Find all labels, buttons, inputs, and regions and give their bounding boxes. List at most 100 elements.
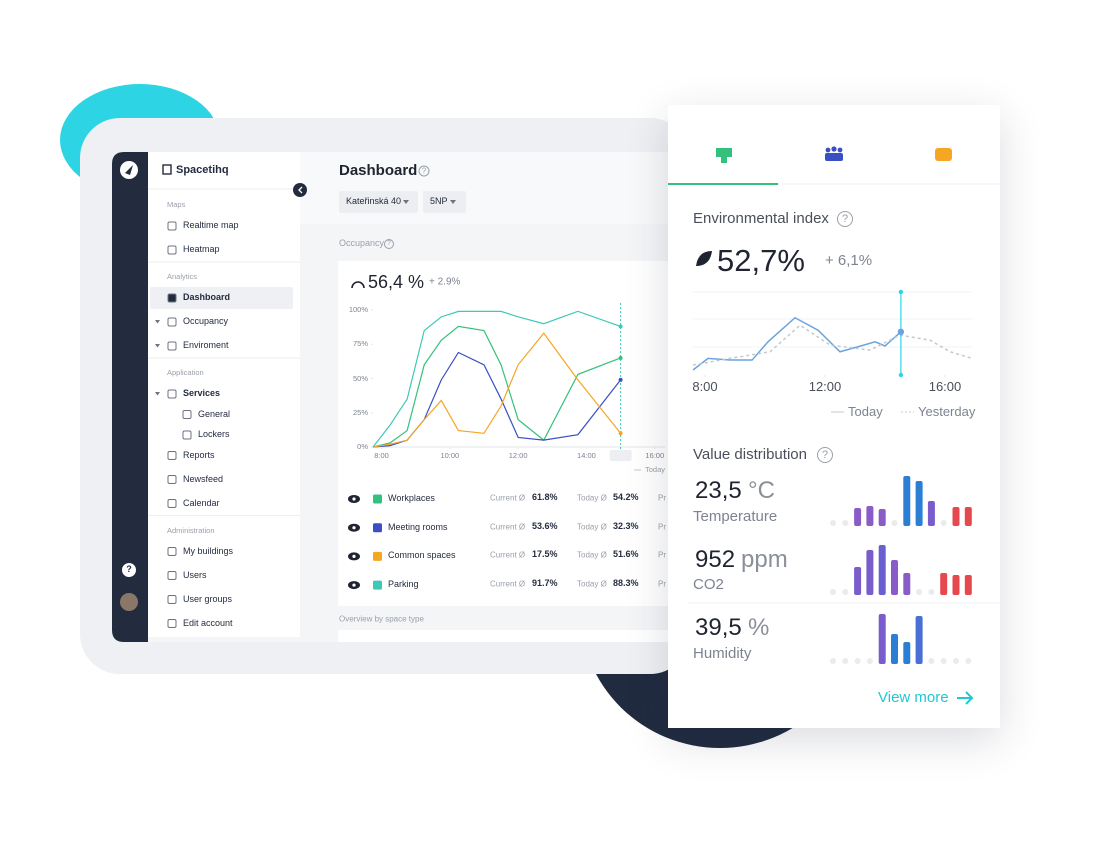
- menu-icon: [167, 595, 177, 604]
- menu-item[interactable]: General: [198, 408, 231, 419]
- menu-item[interactable]: Lockers: [198, 429, 230, 440]
- x-tick-label: 16:00: [645, 450, 665, 460]
- row-today-value: 51.6%: [613, 549, 639, 560]
- expand-caret: [155, 344, 160, 348]
- distribution-bar: [891, 560, 898, 595]
- distribution-bar: [854, 567, 862, 595]
- occupancy-card: [338, 261, 672, 606]
- brand: Spacetihq: [176, 163, 229, 176]
- occupancy-value: 56,4 %: [368, 272, 425, 293]
- distribution-bar: [891, 634, 898, 664]
- distribution-bar: [964, 507, 972, 526]
- distribution-bar: [915, 616, 923, 664]
- row-current-value: 17.5%: [532, 549, 558, 560]
- menu-item[interactable]: Enviroment: [183, 340, 229, 351]
- distribution-bar: [952, 507, 960, 526]
- x-tick-highlight: [609, 450, 632, 461]
- distribution-bar: [866, 506, 874, 526]
- menu-item[interactable]: User groups: [183, 593, 233, 604]
- menu-item[interactable]: Services: [183, 388, 221, 399]
- distribution-bar: [878, 509, 886, 526]
- x-tick-label: 12:00: [808, 378, 842, 394]
- menu-item[interactable]: Dashboard: [183, 292, 231, 303]
- overview-card: [338, 630, 672, 642]
- space-type-icon: [373, 494, 382, 504]
- distribution-bar: [952, 575, 960, 595]
- help-glyph: ?: [837, 211, 853, 227]
- row-today-label: Today Ø: [577, 493, 607, 503]
- tab-meeting-icon[interactable]: [825, 146, 843, 161]
- view-more-link[interactable]: View more: [878, 688, 949, 706]
- empty-bar-dot: [854, 658, 861, 664]
- row-current-label: Current Ø: [490, 493, 526, 503]
- row-today-label: Today Ø: [577, 550, 607, 560]
- building-select[interactable]: [339, 191, 418, 213]
- occupancy-label: Occupancy: [339, 238, 385, 249]
- distribution-bar: [903, 476, 911, 526]
- menu-icon: [167, 317, 177, 327]
- row-previous-label: Pr: [658, 522, 666, 532]
- menu-item[interactable]: Users: [183, 569, 207, 580]
- tab-common-icon[interactable]: [935, 148, 952, 161]
- menu-item[interactable]: Reports: [183, 449, 215, 460]
- page-title: Dashboard: [339, 161, 418, 179]
- series-end-dot: [897, 328, 905, 336]
- menu-icon: [167, 475, 177, 484]
- section-title: Administration: [167, 525, 215, 535]
- floor-select[interactable]: [423, 191, 466, 213]
- row-name: Workplaces: [388, 493, 435, 504]
- select-carets: [403, 200, 456, 204]
- row-today-value: 32.3%: [613, 520, 639, 531]
- reading-value: 23,5: [695, 476, 742, 504]
- distribution-bar: [964, 575, 972, 595]
- series-line: [372, 332, 622, 448]
- help-glyph: ?: [817, 447, 833, 463]
- menu-item[interactable]: Occupancy: [183, 316, 229, 327]
- menu-item[interactable]: Calendar: [183, 497, 220, 508]
- avatar[interactable]: [120, 593, 138, 611]
- menu-item[interactable]: My buildings: [183, 545, 234, 556]
- help-button[interactable]: [122, 563, 136, 577]
- empty-bar-dot: [891, 520, 898, 526]
- distribution-title: Value distribution: [693, 445, 807, 463]
- menu-item[interactable]: Heatmap: [183, 244, 220, 255]
- empty-bar-dot: [940, 520, 947, 526]
- empty-bar-dot: [965, 658, 972, 664]
- menu-icon: [182, 410, 192, 419]
- floor-select-label: 5NP: [430, 196, 448, 207]
- x-tick-label: 8:00: [692, 378, 718, 394]
- eye-pupil: [352, 526, 356, 530]
- menu-icon: [167, 293, 177, 303]
- row-current-label: Current Ø: [490, 550, 526, 560]
- row-name: Meeting rooms: [388, 521, 448, 532]
- menu-item[interactable]: Realtime map: [183, 220, 239, 231]
- help-glyph: ?: [384, 239, 394, 249]
- row-current-value: 53.6%: [532, 520, 558, 531]
- menu-item[interactable]: Newsfeed: [183, 473, 224, 484]
- eye-pupil: [352, 497, 356, 501]
- row-previous-label: Pr: [658, 550, 666, 560]
- reading-value: 952: [695, 545, 736, 573]
- row-today-value: 54.2%: [613, 492, 639, 503]
- empty-bar-dot: [842, 658, 849, 664]
- series-line: [372, 325, 621, 448]
- environment-panel: [668, 105, 1000, 728]
- menu-item[interactable]: Edit account: [183, 617, 233, 628]
- marker-dot: [898, 372, 904, 378]
- series-end-dot: [618, 324, 623, 329]
- reading-unit: %: [748, 613, 770, 641]
- collapse-button[interactable]: [293, 183, 307, 197]
- tab-workplaces-icon[interactable]: [716, 148, 732, 157]
- distribution-bar: [940, 573, 948, 595]
- x-tick-label: 16:00: [928, 378, 962, 394]
- menu-icon: [167, 451, 177, 460]
- row-current-label: Current Ø: [490, 579, 526, 589]
- building-select-label: Kateřinská 40: [346, 196, 402, 207]
- menu-icon: [167, 619, 177, 628]
- sidebar: [148, 152, 300, 637]
